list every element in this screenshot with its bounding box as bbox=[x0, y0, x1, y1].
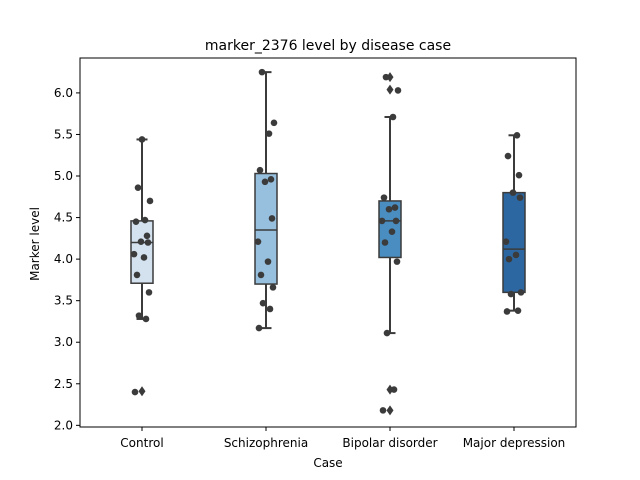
data-point bbox=[256, 166, 264, 174]
data-point bbox=[388, 228, 396, 235]
data-point bbox=[390, 386, 398, 393]
data-point bbox=[515, 171, 523, 179]
data-point bbox=[255, 324, 263, 332]
data-point bbox=[257, 271, 265, 279]
x-tick-label: Major depression bbox=[463, 436, 566, 450]
plot-frame bbox=[79, 57, 577, 428]
data-point bbox=[517, 289, 525, 296]
data-point bbox=[269, 284, 277, 291]
data-point bbox=[389, 113, 397, 121]
data-point bbox=[142, 315, 150, 323]
data-point bbox=[509, 189, 517, 196]
data-point bbox=[385, 205, 393, 213]
data-point bbox=[383, 329, 391, 337]
data-point bbox=[268, 215, 276, 222]
data-point bbox=[265, 130, 273, 137]
x-tick-label: Bipolar disorder bbox=[342, 436, 437, 450]
y-tick-label: 2.0 bbox=[54, 418, 73, 432]
data-point bbox=[261, 178, 269, 186]
data-point bbox=[392, 217, 400, 225]
data-point bbox=[258, 68, 266, 76]
data-point bbox=[507, 290, 515, 298]
data-point bbox=[140, 254, 148, 261]
data-point bbox=[379, 407, 387, 414]
y-tick-label: 2.5 bbox=[54, 377, 73, 391]
data-point bbox=[267, 176, 275, 183]
x-axis: Control Schizophrenia Bipolar disorder Majo… bbox=[120, 427, 565, 450]
data-point bbox=[394, 87, 402, 94]
data-point bbox=[378, 217, 386, 225]
box-group bbox=[130, 138, 154, 397]
data-point bbox=[391, 204, 399, 211]
data-point bbox=[259, 299, 267, 307]
data-point bbox=[514, 307, 522, 314]
y-tick-label: 5.0 bbox=[54, 169, 73, 183]
outlier-marker bbox=[386, 405, 394, 416]
data-point bbox=[133, 271, 141, 279]
x-tick-label: Control bbox=[120, 436, 163, 450]
data-point bbox=[135, 312, 143, 319]
data-point bbox=[380, 194, 388, 201]
y-tick-label: 6.0 bbox=[54, 86, 73, 100]
data-point bbox=[266, 305, 274, 313]
plot-area bbox=[130, 68, 526, 416]
data-point bbox=[512, 251, 520, 259]
data-point bbox=[381, 239, 389, 246]
outlier-marker bbox=[138, 386, 146, 397]
chart-title: marker_2376 level by disease case bbox=[205, 38, 451, 54]
data-point bbox=[138, 136, 146, 143]
data-point bbox=[145, 289, 153, 296]
data-point bbox=[134, 184, 142, 191]
data-point bbox=[503, 308, 511, 315]
data-point bbox=[254, 238, 262, 245]
data-point bbox=[393, 258, 401, 265]
data-point bbox=[132, 218, 140, 226]
data-point bbox=[513, 131, 521, 139]
data-point bbox=[130, 250, 138, 258]
y-axis-label: Marker level bbox=[28, 207, 42, 281]
y-tick-label: 4.5 bbox=[54, 211, 73, 225]
box-group bbox=[502, 134, 526, 312]
y-tick-label: 3.5 bbox=[54, 294, 73, 308]
y-tick-label: 5.5 bbox=[54, 127, 73, 141]
y-tick-label: 3.0 bbox=[54, 335, 73, 349]
data-point bbox=[131, 388, 139, 396]
data-point bbox=[144, 239, 152, 246]
data-point bbox=[146, 197, 154, 205]
data-point bbox=[504, 152, 512, 160]
data-point bbox=[143, 232, 151, 240]
data-point bbox=[502, 238, 510, 245]
outlier-marker bbox=[386, 72, 394, 83]
y-tick-label: 4.0 bbox=[54, 252, 73, 266]
data-point bbox=[264, 258, 272, 265]
data-point bbox=[516, 194, 524, 201]
outlier-marker bbox=[386, 384, 394, 395]
y-axis: 2.0 2.5 3.0 3.5 4.0 4.5 5.0 5.5 6.0 bbox=[54, 86, 80, 432]
data-point bbox=[270, 119, 278, 127]
outlier-marker bbox=[386, 84, 394, 95]
data-point bbox=[505, 255, 513, 263]
box bbox=[254, 172, 278, 285]
box-group bbox=[254, 71, 278, 330]
x-tick-label: Schizophrenia bbox=[224, 436, 308, 450]
data-point bbox=[382, 73, 390, 81]
data-point bbox=[141, 216, 149, 224]
data-point bbox=[137, 238, 145, 245]
x-axis-label: Case bbox=[313, 456, 342, 470]
